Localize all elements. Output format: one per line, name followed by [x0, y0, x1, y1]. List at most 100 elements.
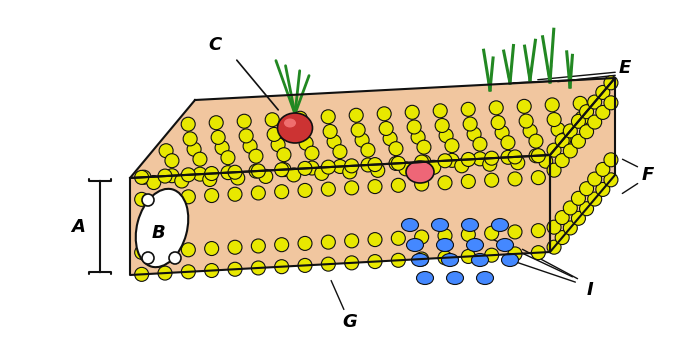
- Circle shape: [523, 124, 537, 138]
- Circle shape: [274, 260, 288, 274]
- Circle shape: [596, 85, 610, 99]
- Circle shape: [379, 121, 393, 135]
- Circle shape: [461, 102, 475, 116]
- Circle shape: [165, 169, 179, 183]
- Circle shape: [159, 144, 173, 158]
- Circle shape: [511, 156, 525, 170]
- Circle shape: [391, 253, 405, 267]
- Circle shape: [414, 177, 428, 191]
- Circle shape: [517, 99, 531, 113]
- Text: G: G: [342, 313, 358, 331]
- Circle shape: [298, 236, 312, 251]
- Circle shape: [299, 136, 313, 150]
- Circle shape: [531, 224, 545, 238]
- Circle shape: [249, 164, 263, 178]
- Circle shape: [439, 129, 453, 142]
- Circle shape: [564, 124, 577, 138]
- Circle shape: [427, 160, 441, 174]
- Circle shape: [461, 174, 475, 188]
- Circle shape: [274, 185, 288, 199]
- Text: E: E: [619, 59, 631, 77]
- Circle shape: [407, 120, 421, 134]
- Circle shape: [519, 114, 533, 128]
- Circle shape: [604, 96, 618, 110]
- Circle shape: [368, 157, 382, 172]
- Circle shape: [228, 240, 242, 254]
- Circle shape: [445, 139, 459, 153]
- Circle shape: [529, 149, 543, 163]
- Circle shape: [399, 162, 413, 176]
- Circle shape: [267, 128, 281, 141]
- Circle shape: [391, 178, 405, 192]
- Ellipse shape: [277, 113, 312, 143]
- Circle shape: [237, 114, 251, 128]
- Ellipse shape: [496, 238, 514, 252]
- Text: A: A: [71, 218, 85, 236]
- Circle shape: [344, 256, 358, 270]
- Circle shape: [321, 182, 335, 196]
- Circle shape: [181, 190, 195, 204]
- Circle shape: [531, 149, 545, 163]
- Circle shape: [391, 156, 405, 170]
- Circle shape: [204, 167, 218, 181]
- Circle shape: [564, 144, 577, 158]
- Circle shape: [596, 163, 610, 176]
- Circle shape: [158, 244, 172, 258]
- Circle shape: [251, 186, 265, 200]
- Circle shape: [414, 155, 428, 169]
- Circle shape: [251, 239, 265, 253]
- Circle shape: [495, 125, 509, 140]
- Circle shape: [438, 229, 452, 243]
- Circle shape: [604, 76, 618, 90]
- Polygon shape: [550, 78, 615, 252]
- Circle shape: [461, 152, 475, 167]
- Circle shape: [508, 247, 522, 261]
- Circle shape: [231, 171, 245, 185]
- Circle shape: [274, 163, 288, 177]
- Ellipse shape: [402, 219, 419, 232]
- Circle shape: [321, 160, 335, 174]
- Circle shape: [529, 134, 543, 148]
- Circle shape: [573, 96, 587, 110]
- Circle shape: [501, 150, 515, 164]
- Circle shape: [555, 134, 569, 148]
- Circle shape: [293, 111, 307, 125]
- Circle shape: [588, 115, 602, 129]
- Ellipse shape: [406, 161, 434, 183]
- Circle shape: [564, 221, 577, 235]
- Circle shape: [484, 226, 498, 240]
- Circle shape: [508, 150, 522, 164]
- Circle shape: [484, 248, 498, 262]
- Circle shape: [483, 157, 497, 171]
- Circle shape: [277, 163, 291, 176]
- Circle shape: [547, 163, 561, 177]
- Circle shape: [571, 134, 585, 148]
- Circle shape: [547, 143, 561, 157]
- Circle shape: [134, 170, 148, 184]
- Circle shape: [368, 180, 382, 193]
- Circle shape: [158, 266, 172, 280]
- Circle shape: [228, 165, 242, 179]
- Circle shape: [571, 211, 585, 225]
- Circle shape: [305, 161, 319, 175]
- Circle shape: [137, 170, 151, 184]
- Ellipse shape: [136, 189, 188, 267]
- Circle shape: [221, 166, 235, 180]
- Circle shape: [134, 192, 148, 206]
- Circle shape: [349, 108, 363, 122]
- Circle shape: [414, 252, 428, 266]
- Circle shape: [580, 125, 594, 139]
- Circle shape: [389, 142, 403, 156]
- Circle shape: [259, 169, 273, 184]
- Circle shape: [604, 153, 618, 167]
- Circle shape: [204, 188, 218, 203]
- Circle shape: [531, 171, 545, 185]
- Circle shape: [361, 143, 375, 157]
- Circle shape: [327, 135, 341, 149]
- Circle shape: [484, 173, 498, 187]
- Ellipse shape: [491, 219, 508, 232]
- Ellipse shape: [416, 272, 433, 285]
- Circle shape: [417, 155, 431, 169]
- Circle shape: [368, 233, 382, 246]
- Circle shape: [371, 163, 385, 177]
